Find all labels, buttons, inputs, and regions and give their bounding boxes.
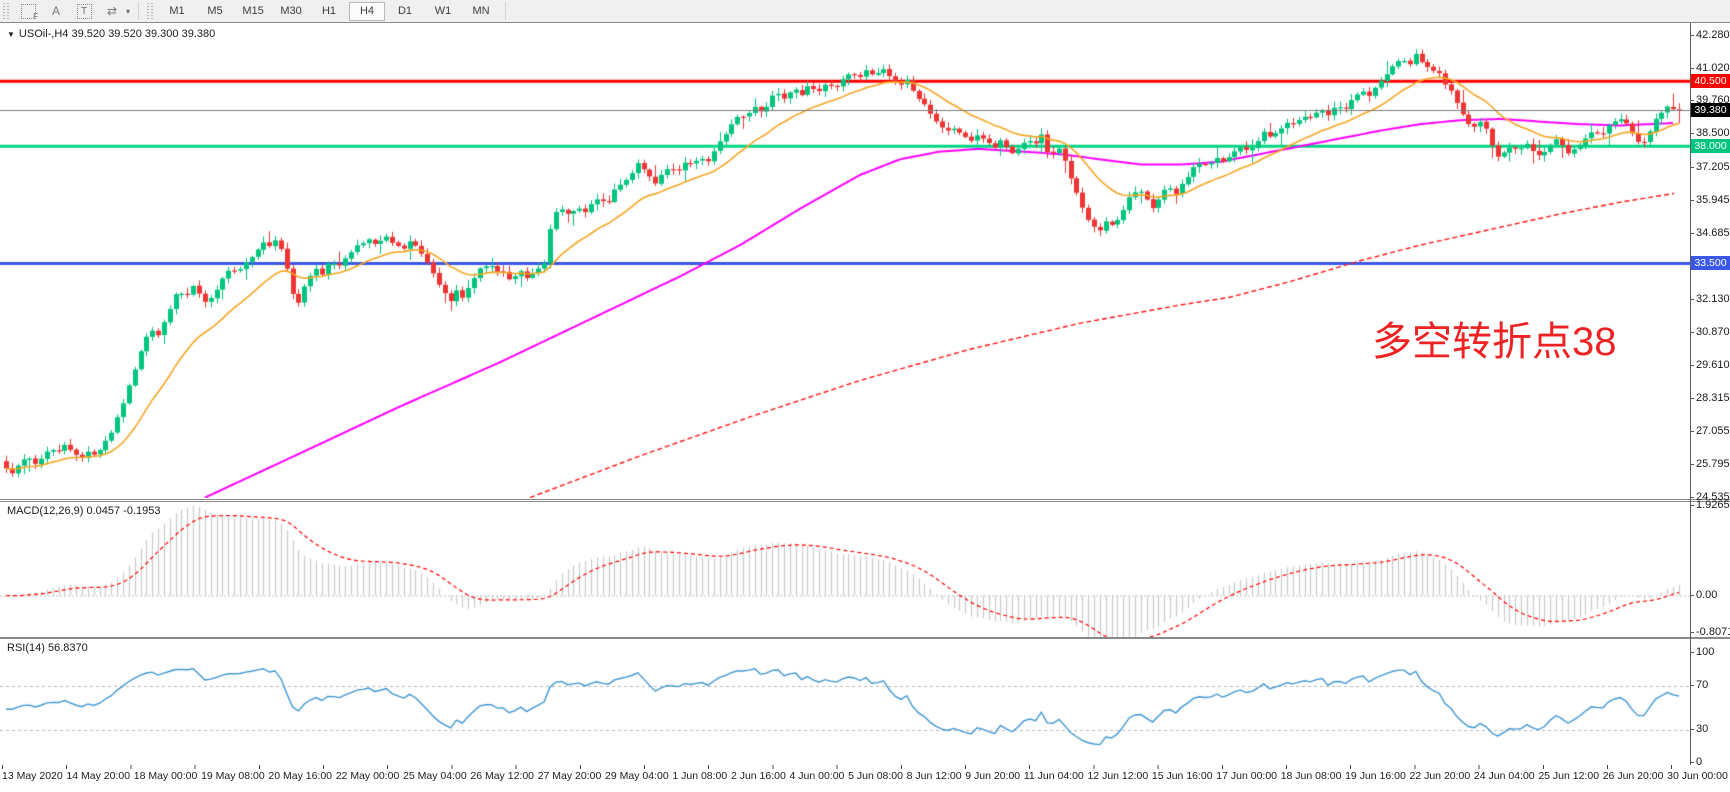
macd-panel: MACD(12,26,9) 0.0457 -0.1953: [0, 501, 1730, 638]
time-label: 26 May 12:00: [470, 770, 535, 782]
toolbar-separator: [138, 2, 140, 20]
time-label: 2 Jun 16:00: [730, 770, 786, 782]
chevron-down-icon[interactable]: ▾: [126, 6, 131, 16]
time-label: 22 May 00:00: [335, 770, 400, 782]
time-label: 19 May 08:00: [201, 770, 265, 782]
timeframe-button-w1[interactable]: W1: [434, 4, 452, 17]
timeframe-button-h4[interactable]: H4: [349, 1, 386, 21]
rsi-label: RSI(14) 56.8370: [7, 642, 88, 654]
chart-annotation: 多空转折点38: [1372, 320, 1617, 364]
timeframe-button-m15[interactable]: M15: [242, 4, 264, 17]
time-label: 12 Jun 12:00: [1087, 770, 1149, 782]
rsi-canvas[interactable]: [0, 639, 1690, 765]
time-label: 19 Jun 16:00: [1345, 770, 1406, 782]
timeframe-button-m30[interactable]: M30: [280, 4, 302, 17]
chart-window: ▼ USOil-,H4 39.520 39.520 39.300 39.380 多…: [0, 22, 1730, 792]
time-label: 25 Jun 12:00: [1538, 770, 1600, 782]
time-label: 18 May 00:00: [133, 770, 198, 782]
cursor-arrows-icon[interactable]: ⇄: [106, 4, 118, 18]
time-label: 22 Jun 20:00: [1409, 770, 1471, 782]
time-axis[interactable]: 13 May 2020 14 May 20:00 18 May 00:00 19 Ma…: [0, 765, 1730, 792]
text-annotation-icon[interactable]: A: [51, 4, 60, 18]
time-label: 5 Jun 08:00: [848, 770, 903, 782]
time-label: 9 Jun 20:00: [965, 770, 1021, 782]
time-label: 14 May 20:00: [66, 770, 131, 782]
time-label: 17 Jun 00:00: [1216, 770, 1277, 782]
time-label: 27 May 20:00: [537, 770, 602, 782]
rsi-panel: RSI(14) 56.8370: [0, 638, 1730, 766]
symbol-ohlc-label: ▼ USOil-,H4 39.520 39.520 39.300 39.380: [7, 28, 216, 40]
price-panel: ▼ USOil-,H4 39.520 39.520 39.300 39.380 多…: [0, 24, 1730, 500]
timeframe-button-h1[interactable]: H1: [321, 4, 337, 17]
macd-label: MACD(12,26,9) 0.0457 -0.1953: [7, 505, 161, 517]
time-label: 25 May 04:00: [403, 770, 467, 782]
time-label: 26 Jun 20:00: [1602, 770, 1664, 782]
price-axis-border: [1690, 23, 1691, 765]
time-label: 15 Jun 16:00: [1151, 770, 1213, 782]
toolbar-drag-handle[interactable]: [146, 3, 155, 19]
grid-properties-icon[interactable]: F: [16, 1, 40, 21]
timeframe-button-m1[interactable]: M1: [169, 4, 185, 17]
time-axis-ticks: [2, 765, 1728, 769]
time-label: 24 Jun 04:00: [1473, 770, 1535, 782]
time-label: 18 Jun 08:00: [1280, 770, 1342, 782]
timeframe-button-mn[interactable]: MN: [472, 4, 490, 17]
text-label-icon[interactable]: T: [72, 1, 96, 21]
time-label: 30 Jun 00:00: [1667, 770, 1728, 782]
timeframe-button-d1[interactable]: D1: [397, 4, 413, 17]
main-chart-canvas[interactable]: [0, 24, 1690, 498]
time-label: 1 Jun 08:00: [672, 770, 728, 782]
time-label: 13 May 2020: [2, 770, 63, 782]
time-label: 4 Jun 00:00: [789, 770, 845, 782]
macd-canvas[interactable]: [0, 502, 1690, 637]
time-label: 20 May 16:00: [268, 770, 333, 782]
timeframe-button-m5[interactable]: M5: [207, 4, 223, 17]
time-axis-labels: 13 May 2020 14 May 20:00 18 May 00:00 19 Ma…: [2, 770, 1728, 782]
symbol-menu-icon[interactable]: ▼: [7, 30, 15, 39]
toolbar-drag-handle[interactable]: [2, 3, 10, 19]
time-label: 11 Jun 04:00: [1023, 770, 1084, 782]
toolbar: F A T ⇄ ▾ M1 M5 M15 M30 H1 H4 D1 W1 MN: [0, 0, 1730, 23]
time-label: 8 Jun 12:00: [906, 770, 962, 782]
toolbar-separator: [505, 2, 507, 20]
time-label: 29 May 04:00: [605, 770, 669, 782]
timeframe-group: M1 M5 M15 M30 H1 H4 D1 W1 MN: [158, 1, 500, 21]
